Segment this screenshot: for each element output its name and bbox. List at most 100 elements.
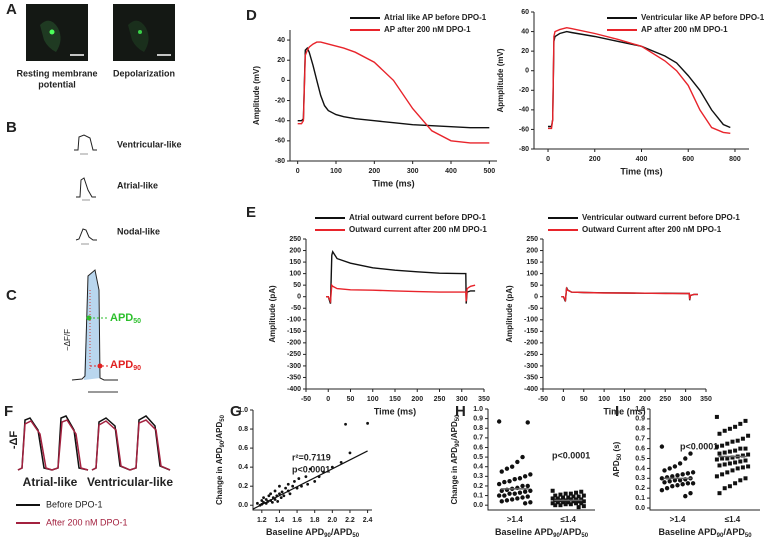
x-tick-label: 350	[478, 396, 490, 403]
legend-label: Outward Current after 200 nM DPO-1	[582, 225, 722, 234]
signal-label: −ΔF/F	[63, 329, 72, 351]
point	[672, 478, 678, 483]
point	[717, 431, 722, 436]
point	[677, 461, 683, 466]
point	[690, 481, 696, 486]
point	[743, 476, 748, 481]
point	[550, 496, 555, 501]
point	[276, 500, 280, 503]
x-tick-label: 0	[561, 396, 565, 403]
point	[366, 421, 369, 425]
point	[555, 496, 560, 501]
point	[339, 460, 343, 464]
point	[662, 468, 667, 473]
x-axis-label: Time (ms)	[374, 406, 416, 416]
x-axis-label: Baseline APD90/APD50	[266, 527, 360, 538]
x-tick-label: 0	[326, 396, 330, 403]
x-tick-label: 1.8	[310, 517, 320, 524]
y-axis-label: Amplitude (pA)	[505, 285, 514, 343]
x-tick-label: 200	[589, 156, 601, 163]
point	[507, 491, 512, 496]
label-part: /APD	[560, 527, 582, 537]
series-line	[561, 287, 698, 302]
legend-label: Atrial like AP before DPO-1	[384, 13, 487, 22]
point	[499, 488, 504, 493]
y-tick-label: -60	[519, 126, 529, 133]
apd90-label: APD90	[110, 359, 141, 372]
panel-letter: E	[246, 204, 256, 221]
point	[743, 458, 748, 463]
series-line	[326, 249, 476, 304]
y-tick-label: 1.0	[635, 406, 645, 413]
panel-letter: H	[455, 403, 466, 420]
apd-marker	[86, 315, 92, 321]
x-tick-label: ≤1.4	[560, 515, 576, 524]
x-tick-label: 250	[659, 396, 671, 403]
panel-letter: D	[246, 7, 257, 24]
series-line	[548, 26, 731, 134]
y-tick-label: 20	[521, 48, 529, 55]
point	[690, 470, 696, 475]
point	[507, 478, 512, 484]
y-tick-label: -250	[287, 351, 301, 358]
trace	[74, 134, 97, 151]
point	[512, 491, 517, 496]
point	[738, 446, 743, 451]
x-tick-label: 0	[296, 168, 300, 175]
y-tick-label: 1.0	[473, 406, 483, 413]
point	[553, 503, 558, 508]
label-part: 50	[581, 533, 588, 539]
axis	[542, 239, 706, 390]
x-tick-label: 2.0	[327, 517, 337, 524]
y-tick-label: 0.3	[473, 473, 483, 480]
y-tick-label: -300	[287, 363, 301, 370]
point	[714, 474, 719, 479]
x-tick-label: 300	[680, 396, 692, 403]
point	[574, 490, 579, 495]
label-part: 90	[324, 533, 331, 539]
point	[566, 495, 571, 500]
point	[282, 494, 286, 498]
series-line	[561, 286, 698, 303]
point	[280, 490, 284, 494]
y-tick-label: 20	[277, 57, 285, 64]
point	[675, 483, 680, 488]
point	[574, 497, 579, 502]
point	[297, 477, 301, 480]
y-tick-label: 250	[289, 236, 301, 243]
y-tick-label: -350	[524, 374, 538, 381]
point	[581, 504, 586, 509]
point	[746, 452, 751, 457]
series-line	[297, 41, 490, 144]
label-part: Change in APD	[215, 447, 224, 505]
x-tick-label: 50	[347, 396, 355, 403]
y-tick-label: 250	[526, 236, 538, 243]
point	[269, 492, 273, 496]
label-part: Baseline APD	[495, 527, 554, 537]
x-tick-label: -50	[538, 396, 548, 403]
point	[568, 502, 573, 507]
y-tick-label: 1.0	[238, 407, 248, 414]
y-tick-label: 0	[281, 77, 285, 84]
y-tick-label: -100	[524, 317, 538, 324]
point	[659, 476, 665, 481]
point	[740, 465, 745, 470]
point	[722, 462, 727, 467]
label-part: APD	[612, 460, 621, 477]
y-tick-label: 50	[530, 282, 538, 289]
point	[568, 497, 573, 502]
y-tick-label: 60	[521, 9, 529, 16]
y-tick-label: 0.0	[238, 502, 248, 509]
point	[555, 500, 560, 505]
y-tick-label: 200	[526, 247, 538, 254]
point	[743, 418, 748, 423]
y-tick-label: 150	[289, 259, 301, 266]
point	[264, 498, 268, 501]
point	[688, 451, 693, 456]
point	[722, 428, 727, 433]
point	[509, 464, 515, 469]
x-tick-label: 200	[411, 396, 423, 403]
y-tick-label: 0.8	[635, 426, 645, 433]
point	[727, 449, 732, 454]
